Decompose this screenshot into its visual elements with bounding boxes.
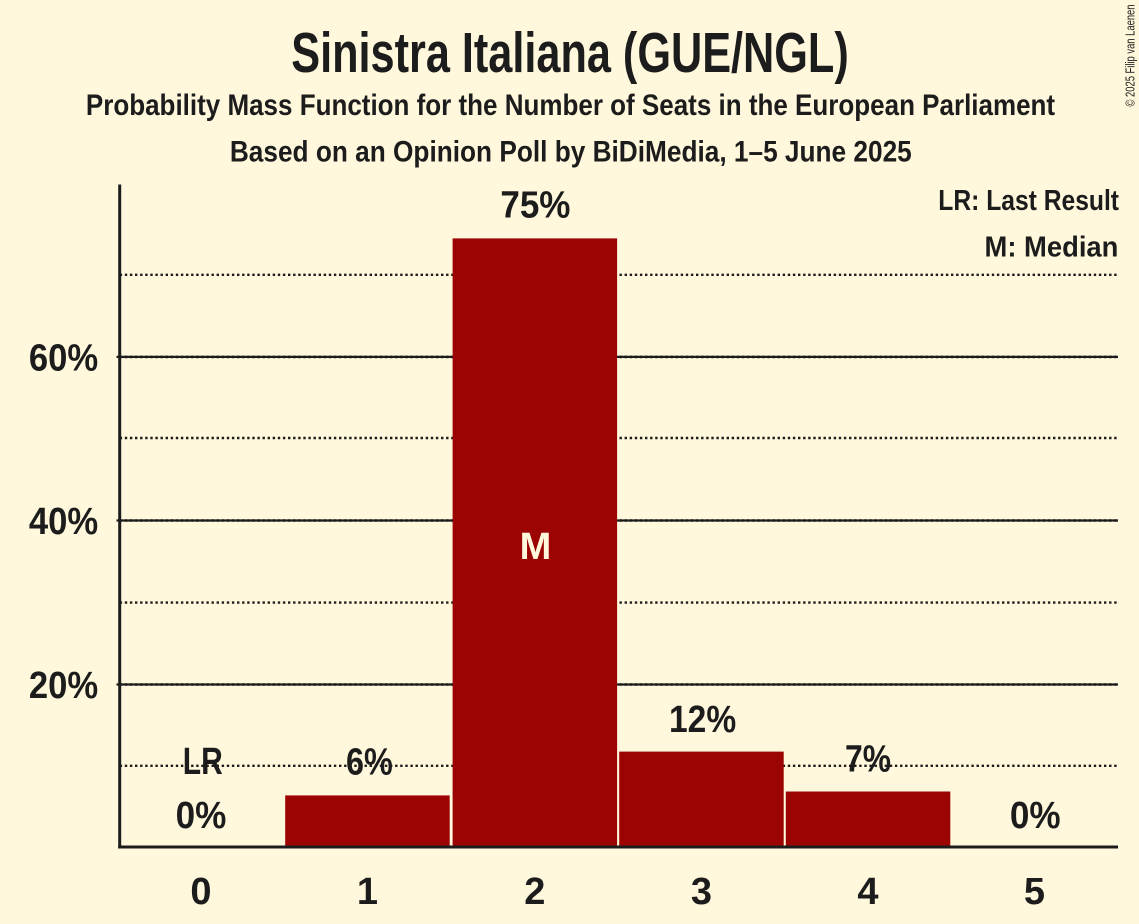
svg-text:0: 0 [190,871,211,913]
svg-text:© 2025 Filip van Laenen: © 2025 Filip van Laenen [1124,4,1138,106]
svg-text:1: 1 [357,871,378,913]
svg-text:0%: 0% [1010,795,1061,837]
svg-text:2: 2 [524,871,545,913]
svg-text:Sinistra Italiana (GUE/NGL): Sinistra Italiana (GUE/NGL) [291,21,849,84]
svg-text:Probability Mass Function for: Probability Mass Function for the Number… [86,89,1055,122]
svg-text:M: Median: M: Median [985,232,1119,264]
svg-text:7%: 7% [845,739,891,781]
svg-text:12%: 12% [669,699,736,741]
svg-text:LR: LR [183,741,223,783]
svg-text:60%: 60% [29,338,98,380]
svg-text:LR: Last Result: LR: Last Result [938,185,1119,217]
svg-text:Based on an Opinion Poll by Bi: Based on an Opinion Poll by BiDiMedia, 1… [230,136,912,169]
svg-text:M: M [520,526,552,568]
svg-text:20%: 20% [29,665,98,707]
svg-text:4: 4 [857,871,878,913]
svg-text:0%: 0% [176,795,227,837]
svg-text:5: 5 [1024,871,1045,913]
svg-text:3: 3 [691,871,712,913]
svg-text:6%: 6% [346,742,393,784]
svg-text:75%: 75% [500,185,570,227]
svg-text:40%: 40% [29,501,98,543]
